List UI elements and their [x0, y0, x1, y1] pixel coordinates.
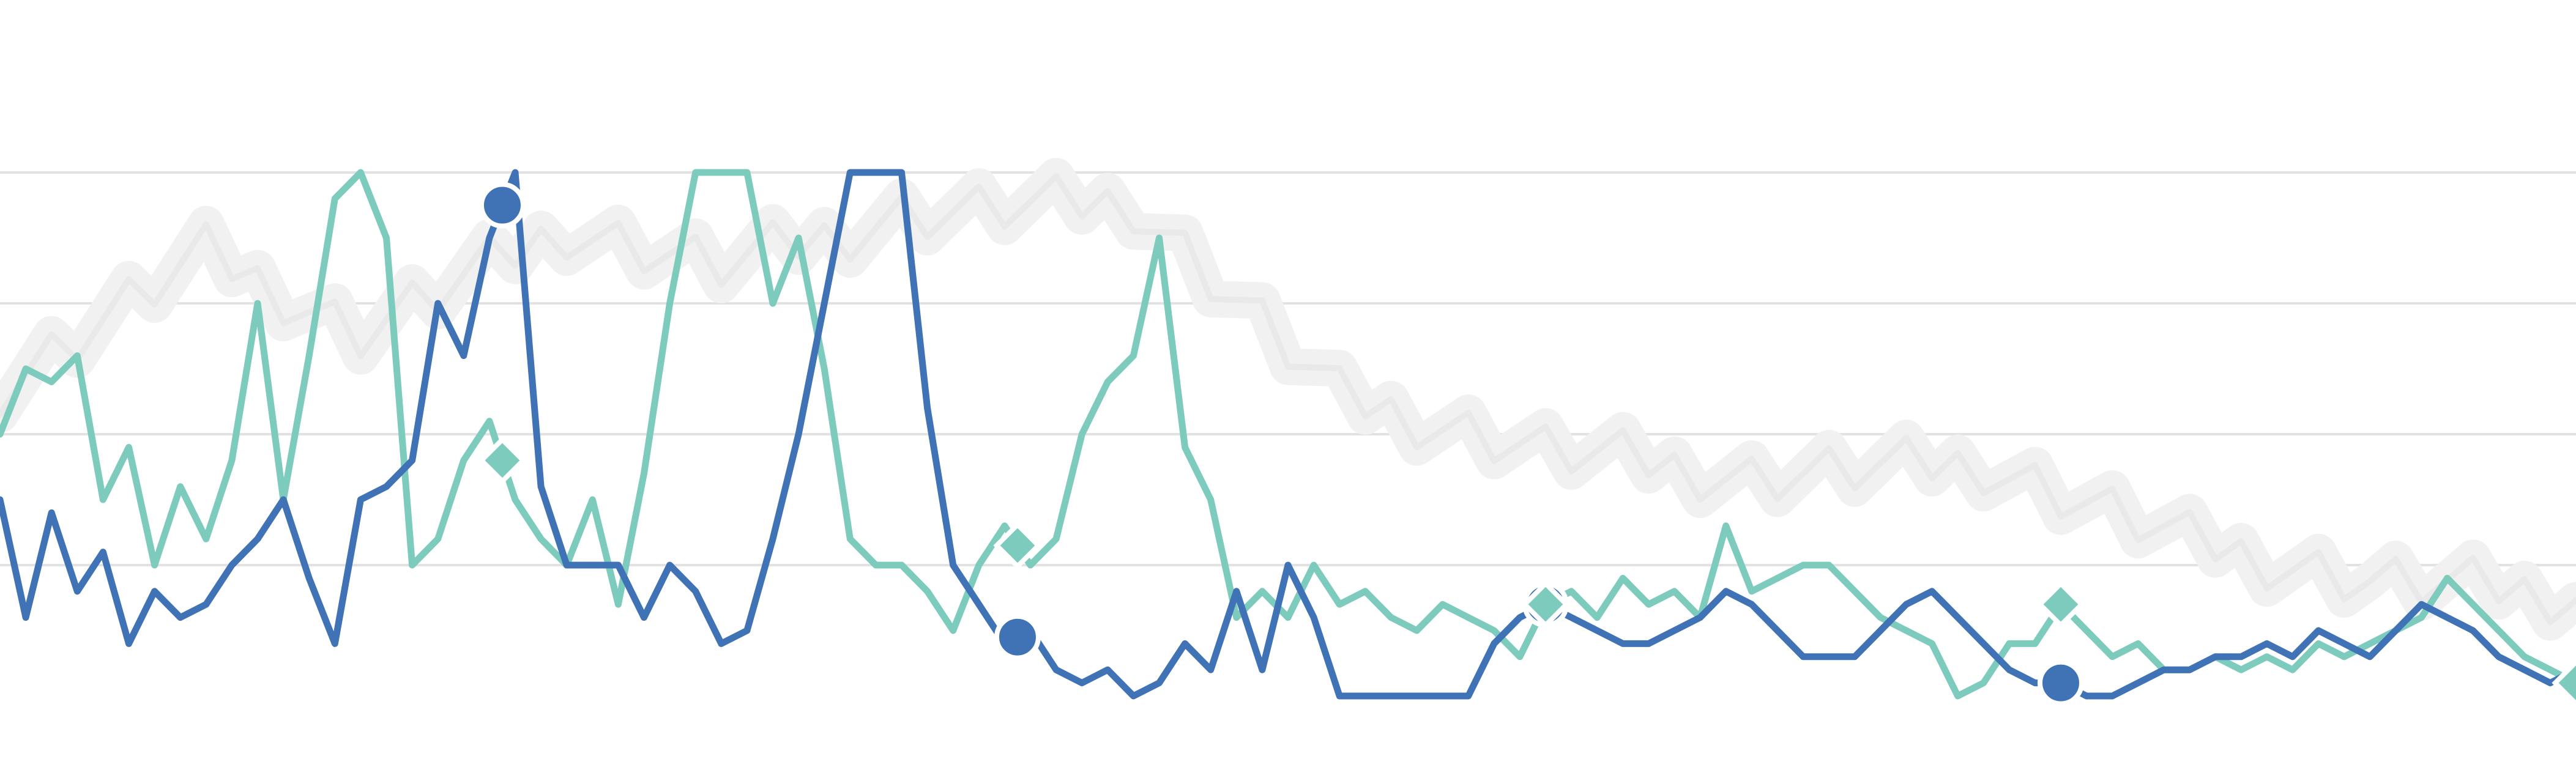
series-lines — [0, 169, 2576, 700]
series-2-marker-3 — [1521, 580, 1570, 629]
series-2-marker-4 — [2036, 580, 2085, 629]
reference-band — [0, 158, 2576, 641]
series-1-marker-2 — [994, 613, 1041, 661]
series-2-line — [0, 169, 2576, 700]
series-1-line — [0, 169, 2576, 700]
series-2-marker-1 — [478, 436, 527, 485]
series-2-marker-2 — [993, 521, 1042, 570]
series-1-marker-1 — [478, 182, 526, 229]
series-2-marker-5 — [2552, 658, 2576, 708]
series-1-marker-4 — [2038, 659, 2084, 706]
reference-band-line — [0, 173, 2576, 626]
series-markers — [478, 182, 2576, 708]
